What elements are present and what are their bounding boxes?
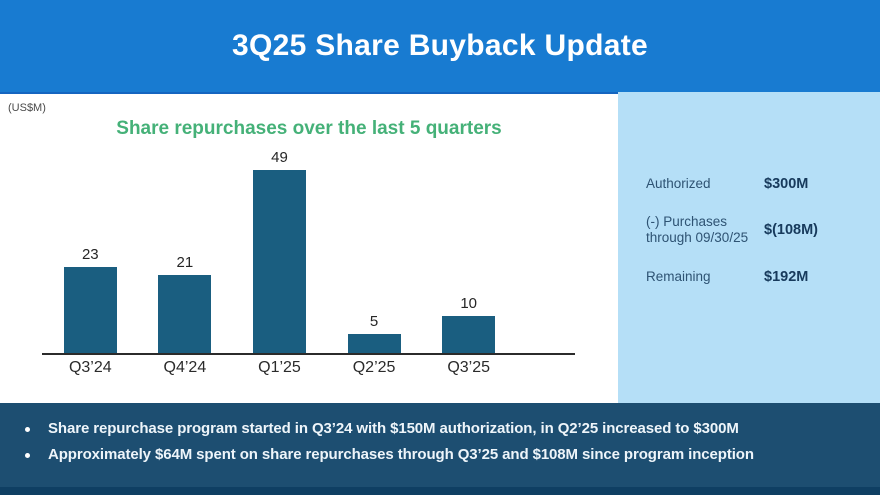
summary-row: (-) Purchases through 09/30/25 $(108M) [646,214,854,246]
x-axis-label: Q1’25 [258,359,301,376]
bar [442,315,496,353]
bar-group: 23 [43,246,138,353]
summary-label: Remaining [646,268,711,284]
bar-group: 10 [421,295,516,353]
bottom-accent-bar [0,487,880,495]
bar-value-label: 5 [369,313,379,331]
footer-notes: Share repurchase program started in Q3’2… [0,403,880,487]
bar-group: 21 [138,254,233,353]
bar-group: 5 [327,313,422,353]
bar [252,170,306,353]
bar-value-label: 21 [176,253,194,271]
chart-title: Share repurchases over the last 5 quarte… [116,118,502,139]
bullet-icon [25,427,30,432]
bullet-text: Approximately $64M spent on share repurc… [48,446,754,463]
summary-value: $300M [764,176,809,193]
summary-value: $192M [764,268,809,285]
summary-row: Authorized $300M [646,176,854,192]
bullet-item: Approximately $64M spent on share repurc… [25,446,860,463]
x-axis-label: Q4’24 [163,359,207,376]
x-axis-line [42,353,575,355]
bar-value-label: 10 [460,294,478,312]
x-axis-label: Q3’24 [68,359,112,376]
units-label: (US$M) [8,102,46,114]
bar [347,334,401,353]
bar [63,267,117,353]
chart-section: (US$M) Share repurchases over the last 5… [0,92,618,403]
bar-value-label: 49 [271,149,288,166]
bar [158,274,212,353]
summary-value: $(108M) [764,222,818,239]
x-axis-label: Q3’25 [447,359,491,376]
bullet-text: Share repurchase program started in Q3’2… [48,420,739,437]
slide-header: 3Q25 Share Buyback Update [0,0,880,92]
bar-chart-labels: Q3’24 Q4’24 Q1’25 Q2’25 Q3’25 [43,359,516,377]
bar-group: 49 [232,149,327,353]
summary-label: (-) Purchases through 09/30/25 [646,214,749,246]
bullet-item: Share repurchase program started in Q3’2… [25,420,860,437]
summary-row: Remaining $192M [646,269,854,285]
x-axis-label: Q2’25 [352,359,396,376]
summary-panel: Authorized $300M (-) Purchases through 0… [618,92,880,403]
bar-value-label: 23 [81,246,99,264]
summary-label: Authorized [646,176,711,191]
slide-title: 3Q25 Share Buyback Update [231,29,648,62]
bar-chart-plot: 23 21 49 5 10 [43,142,516,353]
bullet-icon [25,453,30,458]
main-content: (US$M) Share repurchases over the last 5… [0,92,880,403]
